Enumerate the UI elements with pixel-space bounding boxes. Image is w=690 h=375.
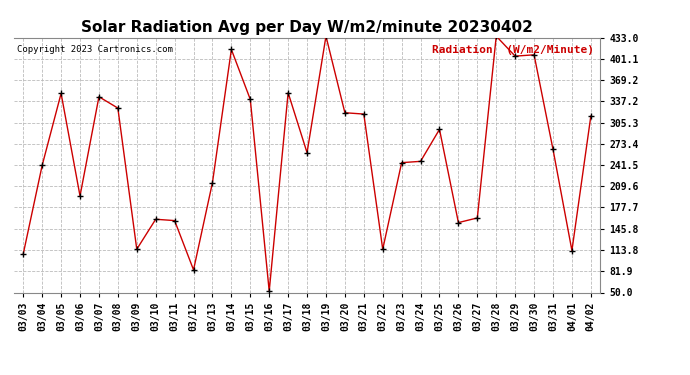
Text: Radiation  (W/m2/Minute): Radiation (W/m2/Minute) — [433, 45, 594, 55]
Text: Copyright 2023 Cartronics.com: Copyright 2023 Cartronics.com — [17, 45, 172, 54]
Title: Solar Radiation Avg per Day W/m2/minute 20230402: Solar Radiation Avg per Day W/m2/minute … — [81, 20, 533, 35]
